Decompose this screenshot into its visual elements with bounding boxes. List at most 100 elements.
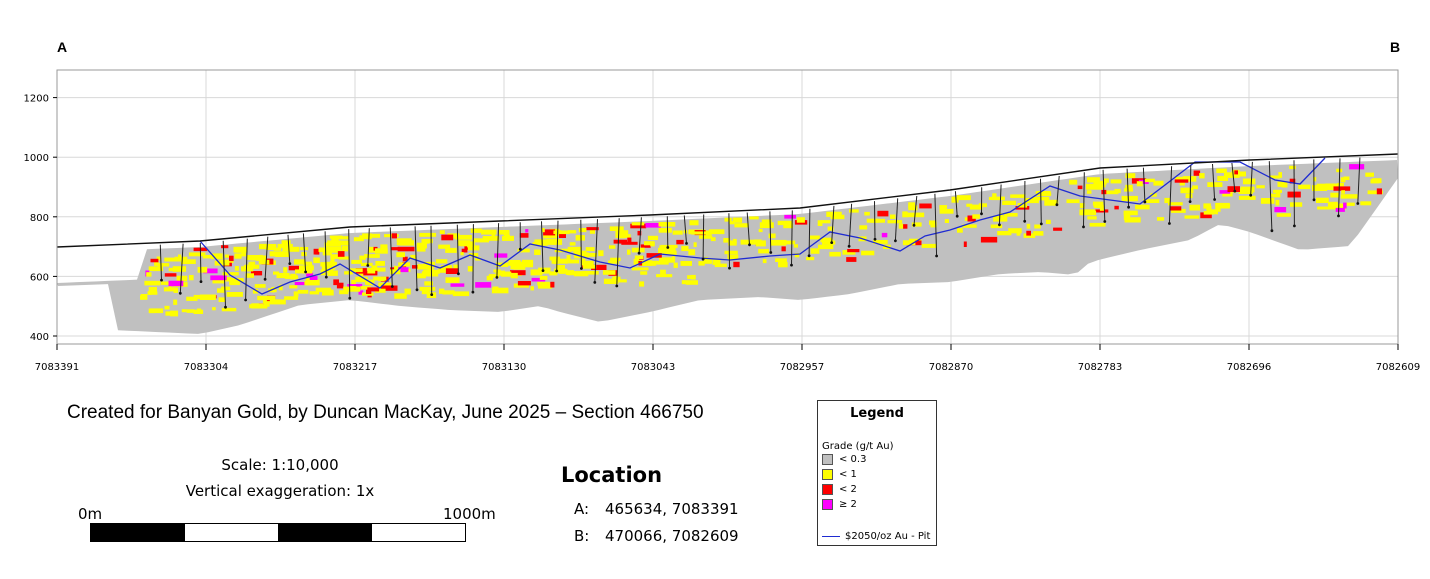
grade-block [549, 256, 560, 261]
grade-block [1114, 188, 1121, 194]
drill-hole [472, 224, 474, 293]
grade-block [494, 253, 508, 258]
grade-block [980, 236, 998, 243]
grade-block [306, 272, 314, 277]
drill-hole-end [1249, 193, 1253, 197]
grade-block [966, 203, 973, 207]
grade-block [690, 274, 696, 280]
grade-block [1010, 194, 1026, 198]
grade-block [399, 240, 414, 246]
grade-block [358, 272, 364, 278]
grade-block [1281, 181, 1288, 188]
grade-block [1094, 209, 1109, 213]
grade-block [580, 258, 586, 263]
grade-block [1242, 178, 1256, 185]
drill-hole [556, 220, 559, 272]
grade-block [1033, 231, 1044, 236]
grade-block [1314, 186, 1318, 192]
grade-block [762, 259, 767, 264]
grade-block [1153, 180, 1164, 186]
grade-block [664, 250, 677, 255]
grade-block [353, 237, 364, 242]
grade-block [1273, 189, 1282, 193]
grade-block [1008, 228, 1022, 234]
drill-hole [414, 226, 418, 290]
grade-block [602, 270, 616, 275]
grade-block [658, 247, 668, 254]
grade-block [1360, 201, 1372, 206]
grade-block [513, 266, 526, 270]
grade-block [827, 226, 834, 231]
grade-block [537, 281, 550, 286]
grade-block [351, 279, 356, 285]
grade-block [640, 271, 648, 275]
grade-block [992, 193, 997, 199]
drill-hole-end [1213, 198, 1216, 201]
drill-hole [199, 242, 202, 282]
grade-block [673, 262, 678, 268]
grade-block [304, 281, 308, 286]
grade-block [424, 281, 433, 286]
grade-block [284, 275, 299, 279]
drill-hole-end [1168, 222, 1171, 225]
drill-hole-end [847, 244, 851, 248]
grade-block [278, 284, 283, 291]
grade-block [944, 219, 949, 223]
drill-hole [1142, 167, 1146, 203]
grade-block [369, 233, 381, 238]
grade-block [1278, 172, 1282, 178]
drill-hole-end [1356, 202, 1360, 205]
grade-block [990, 224, 1003, 229]
drill-hole-end [748, 243, 751, 247]
grade-block [275, 251, 290, 257]
legend-pit-line: $2050/oz Au - Pit [822, 531, 930, 543]
grade-block [978, 203, 987, 208]
grade-block [1044, 199, 1059, 206]
grade-block [359, 255, 366, 260]
grade-block [445, 268, 459, 274]
grade-block [712, 259, 721, 265]
grade-block [1079, 203, 1085, 209]
grade-block [366, 289, 372, 294]
drill-hole [1189, 165, 1192, 202]
drill-hole [998, 184, 1002, 225]
grade-block [263, 302, 270, 307]
location-a: A: 465634, 7083391 [574, 500, 739, 518]
drill-hole [430, 225, 433, 295]
grade-block [148, 266, 163, 272]
grade-block [755, 240, 766, 247]
grade-block [172, 266, 187, 272]
grade-block [1313, 177, 1317, 182]
grade-block [333, 279, 339, 286]
grade-block [284, 296, 299, 300]
grade-block [781, 246, 786, 252]
grade-block [1217, 175, 1228, 181]
grade-block [658, 222, 676, 227]
grade-block [559, 232, 566, 238]
grade-block [325, 261, 337, 268]
grade-block [368, 246, 376, 253]
grade-block [359, 235, 372, 240]
grade-block [732, 217, 743, 223]
drill-hole-end [580, 267, 583, 270]
drill-hole [1357, 157, 1361, 204]
grade-block [574, 271, 589, 277]
grade-block [365, 281, 369, 285]
grade-block [1079, 209, 1096, 216]
grade-block [165, 311, 175, 316]
grade-block [842, 250, 856, 255]
grade-block [1093, 204, 1100, 208]
grade-block [777, 220, 793, 226]
scale-bar-end: 1000m [443, 505, 496, 523]
grade-block [1224, 172, 1240, 178]
grade-block [217, 288, 225, 293]
grade-block [670, 251, 677, 256]
grade-block [810, 248, 820, 254]
drill-hole [389, 227, 393, 287]
drill-hole [245, 238, 248, 301]
grade-block [637, 230, 642, 236]
grade-block [1145, 178, 1155, 183]
grade-block [395, 267, 409, 273]
drill-hole-end [1127, 205, 1130, 209]
grade-block [1102, 190, 1119, 195]
